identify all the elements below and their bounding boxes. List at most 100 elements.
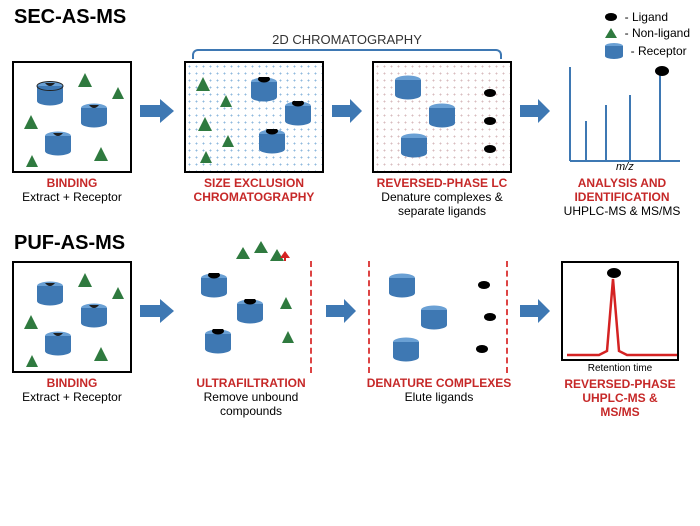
receptor-icon bbox=[256, 129, 288, 155]
receptor-icon bbox=[282, 101, 314, 127]
nonligand-icon bbox=[22, 313, 40, 331]
arrow-icon bbox=[326, 261, 358, 361]
ligand-icon bbox=[482, 311, 498, 323]
nonligand-icon bbox=[196, 115, 214, 133]
membrane-dash bbox=[368, 261, 370, 373]
nonligand-icon bbox=[76, 71, 94, 89]
puf-binding: BINDING Extract + Receptor bbox=[8, 261, 136, 405]
sec-binding-sub: Extract + Receptor bbox=[8, 191, 136, 205]
nonligand-icon bbox=[22, 113, 40, 131]
sec-title: SEC-AS-MS bbox=[14, 6, 700, 29]
puf-den-sub: Elute ligands bbox=[362, 391, 516, 405]
sec-rplc-sub: Denature complexes & separate ligands bbox=[368, 191, 516, 219]
sec-ms: m/z ANALYSIS AND IDENTIFICATION UHPLC-MS… bbox=[556, 61, 688, 218]
sec-rplc-title: REVERSED-PHASE LC bbox=[368, 177, 516, 191]
receptor-icon bbox=[34, 281, 66, 307]
bracket-label: 2D CHROMATOGRAPHY bbox=[272, 32, 422, 47]
puf-binding-title: BINDING bbox=[8, 377, 136, 391]
sec-binding: BINDING Extract + Receptor bbox=[8, 61, 136, 205]
legend-ligand-label: - Ligand bbox=[625, 10, 668, 24]
puf-den-title: DENATURE COMPLEXES bbox=[362, 377, 516, 391]
receptor-icon bbox=[390, 337, 422, 363]
nonligand-icon bbox=[278, 295, 294, 311]
sec-ms-title2: IDENTIFICATION bbox=[556, 191, 688, 205]
ligand-icon bbox=[476, 279, 492, 291]
sec-ms-sub: UHPLC-MS & MS/MS bbox=[556, 205, 688, 219]
puf-row: BINDING Extract + Receptor ULTRAFILTRATI… bbox=[0, 261, 700, 419]
sec-ms-chart: m/z bbox=[560, 61, 684, 173]
legend-receptor: - Receptor bbox=[603, 42, 690, 60]
puf-ms-title2: UHPLC-MS & bbox=[556, 392, 684, 406]
sec-sec-panel bbox=[184, 61, 324, 173]
nonligand-icon bbox=[603, 26, 619, 40]
ligand-icon bbox=[482, 87, 498, 99]
receptor-icon bbox=[78, 103, 110, 129]
nonligand-icon bbox=[92, 145, 110, 163]
receptor-icon bbox=[42, 131, 74, 157]
nonligand-icon bbox=[76, 271, 94, 289]
bracket-2d: 2D CHROMATOGRAPHY bbox=[192, 31, 502, 59]
arrow-icon bbox=[520, 261, 552, 361]
receptor-icon bbox=[426, 103, 458, 129]
arrow-icon bbox=[140, 61, 176, 161]
sec-binding-title: BINDING bbox=[8, 177, 136, 191]
nonligand-icon bbox=[92, 345, 110, 363]
receptor-icon bbox=[603, 42, 625, 60]
puf-binding-sub: Extract + Receptor bbox=[8, 391, 136, 405]
nonligand-icon bbox=[110, 285, 126, 301]
receptor-icon bbox=[392, 75, 424, 101]
puf-ms-title3: MS/MS bbox=[556, 406, 684, 420]
sec-rplc-panel bbox=[372, 61, 512, 173]
sec-sec: SIZE EXCLUSION CHROMATOGRAPHY bbox=[180, 61, 328, 205]
ligand-icon bbox=[603, 11, 619, 23]
arrow-icon bbox=[140, 261, 176, 361]
receptor-icon bbox=[418, 305, 450, 331]
legend-nonligand-label: - Non-ligand bbox=[625, 26, 690, 40]
puf-uf-title: ULTRAFILTRATION bbox=[180, 377, 322, 391]
receptor-icon bbox=[234, 299, 266, 325]
legend-ligand: - Ligand bbox=[603, 10, 690, 24]
nonligand-icon bbox=[220, 133, 236, 149]
sec-ms-axis: m/z bbox=[616, 161, 634, 173]
sec-ms-title: ANALYSIS AND bbox=[556, 177, 688, 191]
receptor-icon bbox=[34, 81, 66, 107]
receptor-icon bbox=[198, 273, 230, 299]
membrane-dash bbox=[506, 261, 508, 373]
ligand-icon bbox=[482, 115, 498, 127]
puf-uf-sub: Remove unbound compounds bbox=[180, 391, 322, 419]
ligand-icon bbox=[474, 343, 490, 355]
puf-ms: Retention time REVERSED-PHASE UHPLC-MS &… bbox=[556, 261, 684, 419]
sec-rplc: REVERSED-PHASE LC Denature complexes & s… bbox=[368, 61, 516, 218]
chromatogram-icon bbox=[563, 263, 681, 363]
puf-binding-panel bbox=[12, 261, 132, 373]
sec-binding-panel bbox=[12, 61, 132, 173]
nonligand-icon bbox=[218, 93, 234, 109]
sec-sec-title: SIZE EXCLUSION bbox=[180, 177, 328, 191]
membrane-dash bbox=[310, 261, 312, 373]
puf-den: DENATURE COMPLEXES Elute ligands bbox=[362, 261, 516, 405]
ligand-icon bbox=[482, 143, 498, 155]
receptor-icon bbox=[78, 303, 110, 329]
receptor-icon bbox=[248, 77, 280, 103]
puf-den-panel bbox=[366, 261, 512, 373]
legend-receptor-label: - Receptor bbox=[631, 44, 687, 58]
nonligand-icon bbox=[198, 149, 214, 165]
nonligand-icon bbox=[110, 85, 126, 101]
nonligand-icon bbox=[24, 353, 40, 369]
puf-uf: ULTRAFILTRATION Remove unbound compounds bbox=[180, 261, 322, 418]
nonligand-icon bbox=[24, 153, 40, 169]
receptor-icon bbox=[386, 273, 418, 299]
arrow-icon bbox=[520, 61, 552, 161]
nonligand-icon bbox=[280, 329, 296, 345]
receptor-icon bbox=[42, 331, 74, 357]
receptor-icon bbox=[398, 133, 430, 159]
ms-spectrum-icon bbox=[560, 61, 684, 173]
legend-nonligand: - Non-ligand bbox=[603, 26, 690, 40]
puf-ms-axis: Retention time bbox=[588, 363, 652, 374]
legend: - Ligand - Non-ligand - Receptor bbox=[603, 10, 690, 62]
arrow-icon bbox=[332, 61, 364, 161]
sec-row: BINDING Extract + Receptor SIZE EXCLUSIO… bbox=[0, 61, 700, 218]
puf-title: PUF-AS-MS bbox=[14, 232, 700, 255]
sec-sec-title2: CHROMATOGRAPHY bbox=[180, 191, 328, 205]
receptor-icon bbox=[202, 329, 234, 355]
